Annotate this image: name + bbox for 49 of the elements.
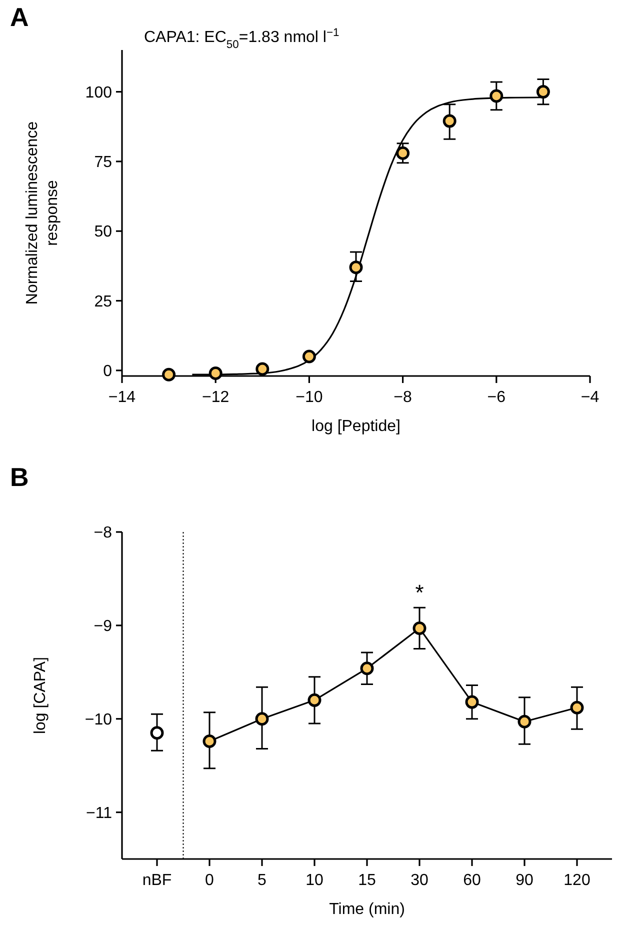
y-tick-label: 50 — [94, 224, 112, 241]
point — [490, 89, 504, 103]
y-axis-title: Normalized luminescence response — [24, 121, 61, 305]
y-tick-label: −9 — [94, 618, 112, 636]
y-tick-label: −10 — [84, 711, 112, 728]
point — [202, 734, 216, 748]
y-tick-label: 100 — [85, 84, 112, 102]
x-tick-label: −10 — [296, 389, 323, 406]
y-tick-label: 25 — [94, 293, 112, 310]
point — [360, 662, 374, 676]
text: A — [10, 2, 29, 32]
point — [518, 714, 532, 728]
x-tick-label: −4 — [580, 389, 600, 406]
point — [570, 700, 584, 714]
point — [302, 350, 316, 364]
point — [308, 693, 322, 707]
x-tick-label: 10 — [306, 872, 324, 889]
x-tick-label: −8 — [394, 389, 412, 406]
y-tick-label: 75 — [94, 154, 112, 172]
x-tick-label: −12 — [202, 389, 230, 406]
chart-title: CAPA1: EC$_{50}$=1.83 nmol l$^{−1}$ — [144, 27, 340, 51]
point — [536, 85, 550, 99]
point — [256, 362, 270, 376]
point — [255, 712, 269, 726]
y-tick-label: −11 — [86, 804, 112, 822]
x-tick-label: 30 — [410, 872, 428, 889]
x-tick-label: nBF — [142, 872, 172, 889]
y-tick-label: −8 — [94, 524, 112, 542]
point — [465, 695, 479, 709]
x-tick-label: 120 — [564, 872, 590, 889]
point — [150, 726, 164, 740]
x-tick-label: 90 — [516, 872, 534, 889]
point — [442, 114, 456, 128]
point — [349, 260, 363, 274]
text: B — [10, 462, 29, 492]
point — [208, 366, 222, 380]
annotation: * — [415, 580, 424, 606]
x-tick-label: −6 — [487, 389, 506, 406]
y-tick-label: 0 — [103, 363, 112, 380]
x-axis-title: Time (min) — [329, 901, 405, 918]
x-tick-label: 15 — [358, 872, 376, 889]
x-tick-label: 60 — [463, 872, 481, 889]
x-tick-label: −14 — [108, 389, 136, 406]
point — [162, 368, 176, 382]
x-tick-label: 5 — [258, 872, 267, 889]
x-axis-title: log [Peptide] — [312, 418, 400, 435]
point — [412, 621, 426, 635]
x-tick-label: 0 — [205, 872, 214, 889]
y-axis-title: log [CAPA] — [32, 656, 49, 734]
